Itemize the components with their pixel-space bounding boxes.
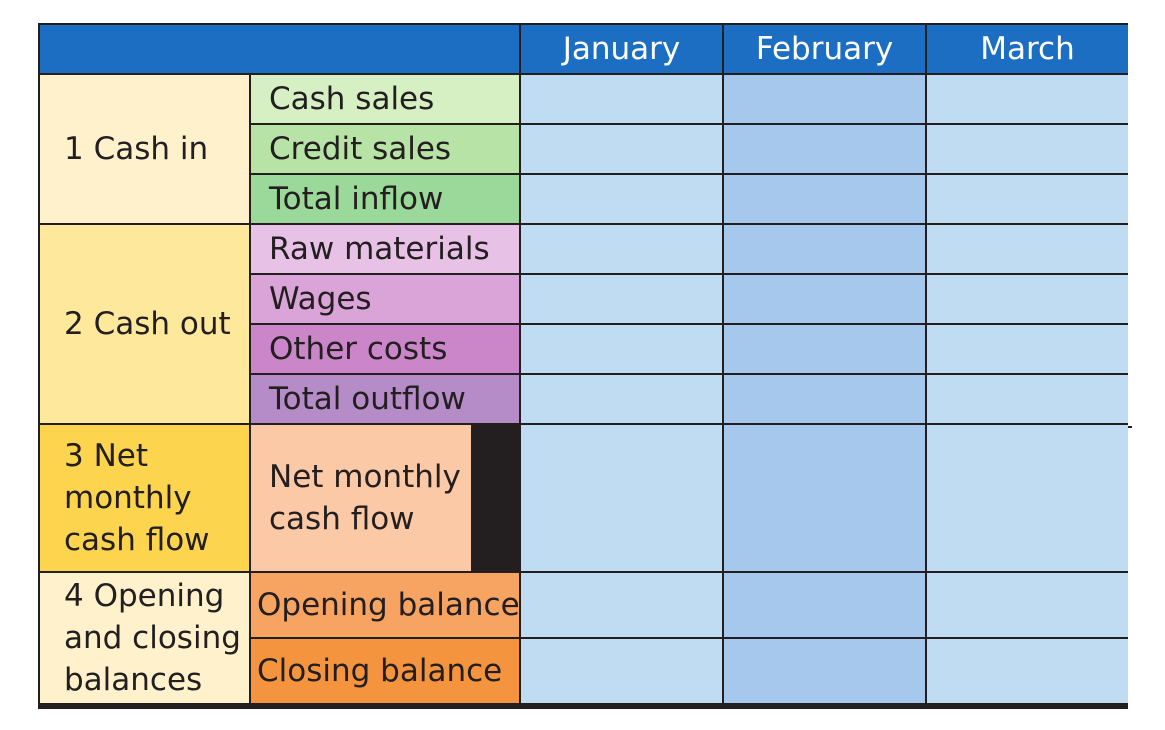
row-label-closing-balance: Closing balance [251, 639, 519, 703]
row-label-wages: Wages [251, 275, 519, 323]
section-label-cash-out: 2 Cash out [40, 225, 249, 423]
value-cell-total-outflow-february [724, 375, 925, 423]
value-cell-wages-march [927, 275, 1128, 323]
row-label-cash-sales: Cash sales [251, 75, 519, 123]
value-cell-total-inflow-january [521, 175, 722, 223]
value-cell-cash-sales-march [927, 75, 1128, 123]
header-month-february: February [724, 25, 925, 73]
value-cell-other-costs-march [927, 325, 1128, 373]
value-cell-credit-sales-january [521, 125, 722, 173]
value-cell-net-monthly-cash-flow-january [521, 425, 722, 571]
value-cell-total-outflow-march [927, 375, 1128, 423]
value-cell-closing-balance-february [724, 639, 925, 703]
row-label-credit-sales: Credit sales [251, 125, 519, 173]
table-divider-stub [1128, 426, 1132, 428]
value-cell-cash-sales-february [724, 75, 925, 123]
section-label-net-monthly-cash-flow: 3 Net monthly cash flow [40, 425, 249, 571]
value-cell-wages-february [724, 275, 925, 323]
value-cell-closing-balance-january [521, 639, 722, 703]
header-blank-cell [40, 25, 519, 73]
header-month-january: January [521, 25, 722, 73]
value-cell-total-inflow-march [927, 175, 1128, 223]
value-cell-cash-sales-january [521, 75, 722, 123]
value-cell-total-outflow-january [521, 375, 722, 423]
value-cell-credit-sales-february [724, 125, 925, 173]
value-cell-raw-materials-february [724, 225, 925, 273]
value-cell-raw-materials-january [521, 225, 722, 273]
header-month-march: March [927, 25, 1128, 73]
value-cell-other-costs-february [724, 325, 925, 373]
section-label-opening-closing-balances: 4 Opening and closing balances [40, 573, 249, 703]
value-cell-closing-balance-march [927, 639, 1128, 703]
row-label-other-costs: Other costs [251, 325, 519, 373]
cash-flow-forecast-table: January February March 1 Cash in 2 Cash … [38, 23, 1128, 709]
row-label-raw-materials: Raw materials [251, 225, 519, 273]
row-label-total-inflow: Total inflow [251, 175, 519, 223]
row-label-net-monthly-cash-flow: Net monthly cash flow [251, 425, 471, 571]
row-label-total-outflow: Total outflow [251, 375, 519, 423]
value-cell-raw-materials-march [927, 225, 1128, 273]
value-cell-opening-balance-february [724, 573, 925, 637]
value-cell-wages-january [521, 275, 722, 323]
value-cell-credit-sales-march [927, 125, 1128, 173]
section-label-cash-in: 1 Cash in [40, 75, 249, 223]
value-cell-net-monthly-cash-flow-march [927, 425, 1128, 571]
value-cell-other-costs-january [521, 325, 722, 373]
value-cell-total-inflow-february [724, 175, 925, 223]
value-cell-opening-balance-march [927, 573, 1128, 637]
value-cell-opening-balance-january [521, 573, 722, 637]
value-cell-net-monthly-cash-flow-february [724, 425, 925, 571]
row-label-opening-balance: Opening balance [251, 573, 519, 637]
